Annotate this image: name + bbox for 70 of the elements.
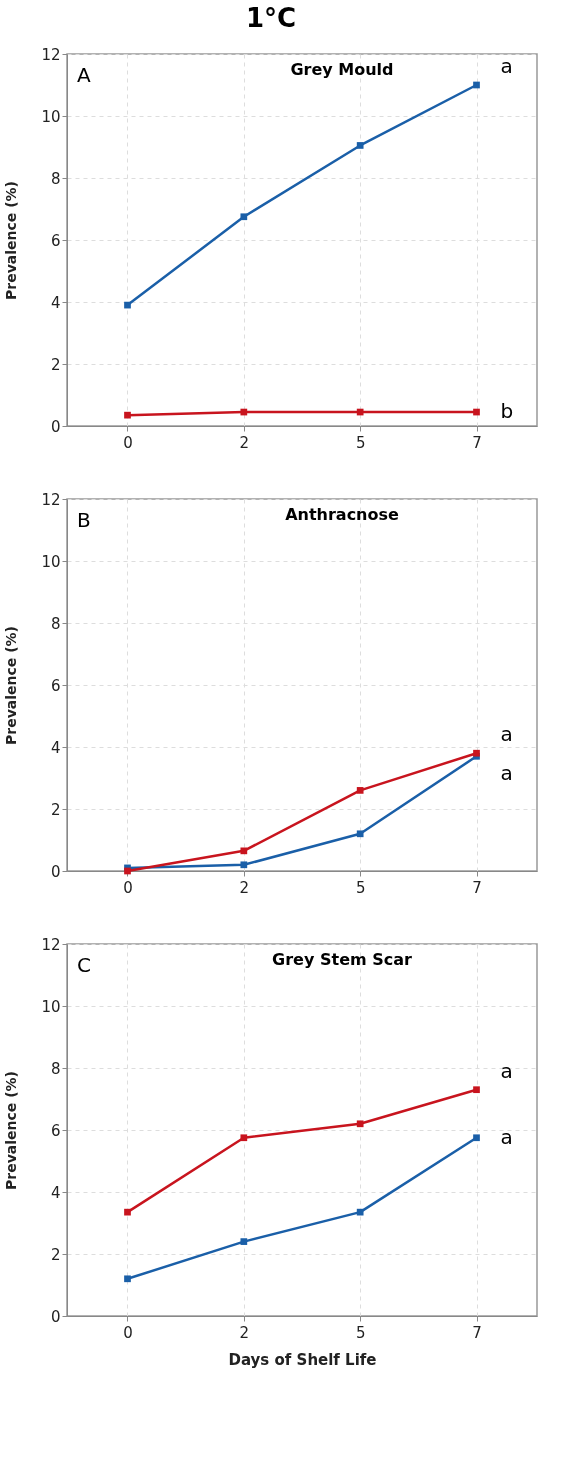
chart-title: Grey Mould xyxy=(290,60,394,79)
y-tick-label: 10 xyxy=(41,107,61,126)
y-tick-label: 4 xyxy=(50,738,61,757)
y-tick-label: 2 xyxy=(50,1245,61,1264)
y-tick-label: 6 xyxy=(50,231,61,250)
point xyxy=(356,1208,364,1216)
y-tick-label: 6 xyxy=(50,1121,61,1140)
x-tick-label: 2 xyxy=(239,433,250,452)
x-tick-label: 7 xyxy=(472,878,482,897)
x-tick-label: 5 xyxy=(355,1323,366,1342)
chart-title: Grey Stem Scar xyxy=(272,950,413,969)
point xyxy=(240,847,248,855)
point xyxy=(240,213,248,221)
y-tick-label: 0 xyxy=(50,862,61,881)
point xyxy=(124,1208,131,1216)
point xyxy=(356,1120,364,1128)
annotation: A xyxy=(77,63,91,87)
x-tick-label: 0 xyxy=(123,878,133,897)
annotation: a xyxy=(500,722,513,747)
point xyxy=(356,142,364,149)
point xyxy=(356,787,364,794)
point xyxy=(240,1134,248,1142)
y-tick-label: 12 xyxy=(41,45,61,64)
y-tick-label: 10 xyxy=(41,552,61,571)
y-tick-label: 8 xyxy=(50,1059,61,1078)
point xyxy=(473,81,480,89)
y-tick-label: 10 xyxy=(41,997,61,1016)
y-tick-label: 0 xyxy=(50,1307,61,1326)
point xyxy=(356,408,364,416)
y-axis-title: Prevalence (%) xyxy=(3,181,20,300)
x-tick-label: 2 xyxy=(239,878,250,897)
x-tick-label: 0 xyxy=(123,1323,133,1342)
y-tick-label: 12 xyxy=(41,490,61,509)
point xyxy=(240,1238,248,1245)
point xyxy=(124,411,131,419)
x-tick-label: 7 xyxy=(472,433,482,452)
y-tick-label: 4 xyxy=(50,293,61,312)
text: 1°C xyxy=(245,3,297,34)
x-tick-label: 5 xyxy=(355,433,366,452)
x-tick-label: 0 xyxy=(123,433,133,452)
y-axis-title: Prevalence (%) xyxy=(3,1071,20,1190)
y-tick-label: 12 xyxy=(41,935,61,954)
annotation: B xyxy=(77,508,91,532)
annotation: a xyxy=(500,761,513,786)
y-axis-title: Prevalence (%) xyxy=(3,626,20,745)
point xyxy=(473,1086,480,1094)
x-tick-label: 5 xyxy=(355,878,366,897)
y-tick-label: 8 xyxy=(50,614,61,633)
point xyxy=(240,861,248,869)
y-tick-label: 2 xyxy=(50,800,61,819)
point xyxy=(124,1275,131,1283)
y-tick-label: 8 xyxy=(50,169,61,188)
y-tick-label: 0 xyxy=(50,417,61,436)
annotation: a xyxy=(500,1058,513,1083)
y-tick-label: 6 xyxy=(50,676,61,695)
x-axis-title: Days of Shelf Life xyxy=(228,1350,377,1369)
y-tick-label: 4 xyxy=(50,1183,61,1202)
annotation: b xyxy=(500,399,514,424)
y-tick-label: 2 xyxy=(50,355,61,374)
chart-title: Anthracnose xyxy=(285,505,400,524)
point xyxy=(124,301,131,309)
point xyxy=(473,1134,480,1142)
point xyxy=(356,830,364,838)
point xyxy=(473,408,480,416)
x-tick-label: 2 xyxy=(239,1323,250,1342)
annotation: C xyxy=(77,953,91,977)
point xyxy=(240,408,248,416)
x-tick-label: 7 xyxy=(472,1323,482,1342)
annotation: a xyxy=(500,54,513,78)
annotation: a xyxy=(500,1124,513,1149)
